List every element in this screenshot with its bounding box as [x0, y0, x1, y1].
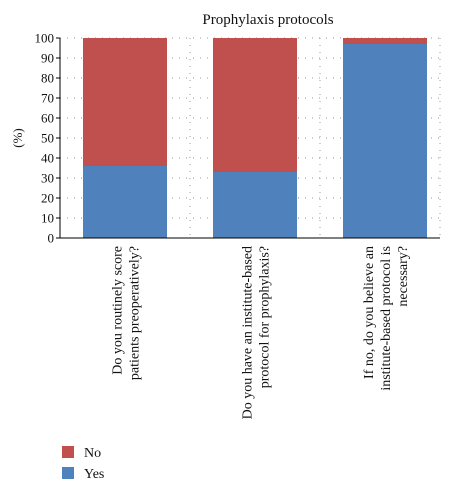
legend: No Yes [62, 446, 104, 482]
y-tick-label: 80 [41, 71, 54, 86]
x-category-line: institute-based protocol is [379, 246, 394, 391]
chart-title: Prophylaxis protocols [202, 12, 333, 28]
legend-swatch-yes [62, 467, 74, 479]
y-tick-label: 20 [41, 191, 54, 206]
bar-yes-1 [83, 166, 167, 238]
x-category-line: necessary? [396, 246, 411, 307]
y-tick-label: 100 [35, 31, 55, 46]
bars [83, 38, 427, 238]
legend-label-yes: Yes [84, 467, 104, 482]
legend-swatch-no [62, 446, 74, 458]
bar-yes-3 [343, 44, 427, 238]
x-category-line: protocol for prophylaxis? [258, 246, 273, 388]
x-category-label-2: Do you have an institute-based protocol f… [241, 246, 273, 419]
bar-yes-2 [213, 172, 297, 238]
y-axis-label: (%) [10, 128, 25, 148]
bar-no-1 [83, 38, 167, 166]
y-tick-label: 90 [41, 51, 54, 66]
axes [56, 37, 440, 239]
legend-label-no: No [84, 446, 101, 461]
x-category-line: patients preoperatively? [128, 246, 143, 380]
x-category-line: Do you routinely score [111, 246, 126, 375]
x-category-line: Do you have an institute-based [241, 246, 256, 419]
bar-no-2 [213, 38, 297, 172]
y-tick-label: 40 [41, 151, 54, 166]
bar-no-3 [343, 38, 427, 44]
y-tick-label: 70 [41, 91, 54, 106]
x-category-label-1: Do you routinely score patients preoperat… [111, 246, 143, 380]
y-tick-label: 60 [41, 111, 54, 126]
y-tick-label: 0 [48, 231, 55, 246]
y-tick-label: 50 [41, 131, 54, 146]
y-tick-label: 10 [41, 211, 54, 226]
y-tick-labels: 0 10 20 30 40 50 60 70 80 90 100 [35, 31, 55, 246]
x-category-label-3: If no, do you believe an institute-based … [362, 246, 411, 391]
x-category-line: If no, do you believe an [362, 246, 377, 379]
x-category-labels: Do you routinely score patients preoperat… [111, 246, 412, 419]
y-tick-label: 30 [41, 171, 54, 186]
